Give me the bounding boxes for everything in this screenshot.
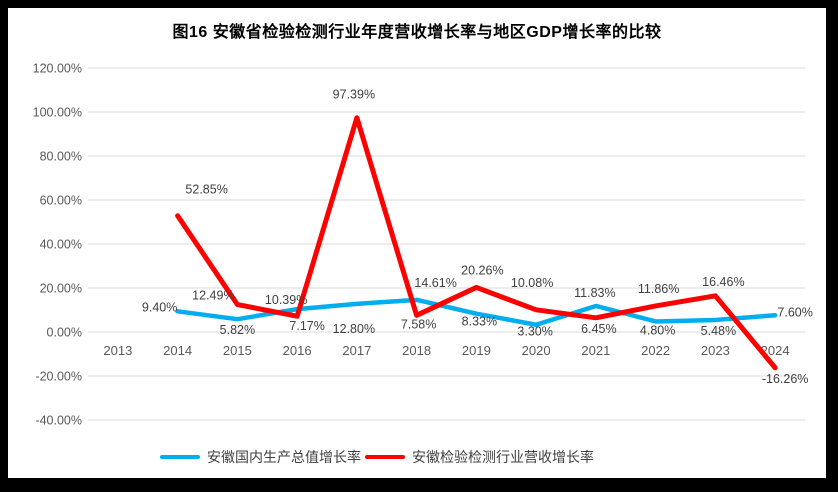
data-label: 10.08% [511,276,553,290]
x-axis-label: 2015 [223,343,252,358]
data-label: 12.49% [192,289,234,303]
y-axis-label: 0.00% [47,326,82,340]
x-axis-label: 2016 [283,343,312,358]
chart-frame: 图16 安徽省检验检测行业年度营收增长率与地区GDP增长率的比较 120.00%… [8,8,826,478]
data-label: 11.86% [638,282,679,296]
data-label: 11.83% [574,286,615,300]
data-label: 3.30% [517,325,552,339]
x-axis-label: 2019 [462,343,491,358]
x-axis-label: 2021 [581,343,610,358]
x-axis-label: 2018 [402,343,431,358]
data-label: 7.17% [289,319,324,333]
data-label: 52.85% [185,183,227,197]
data-label: 14.61% [414,276,456,290]
y-axis-label: 80.00% [40,150,82,164]
revenue-line-swatch-icon [365,455,405,459]
y-axis-label: 20.00% [40,282,82,296]
data-label: 4.80% [640,323,675,337]
data-label: 10.39% [265,293,307,307]
data-label: 7.58% [401,317,436,331]
line-chart-svg: 120.00% 100.00% 80.00% 60.00% 40.00% 20.00% 0.… [33,62,813,428]
x-axis-label: 2023 [701,343,730,358]
legend-label-revenue: 安徽检验检测行业营收增长率 [412,449,594,465]
x-axis-label: 2024 [761,343,790,358]
data-label: 16.46% [702,275,744,289]
gdp-line-swatch-icon [160,455,200,459]
data-label: 6.45% [581,322,616,336]
data-label: 5.48% [701,324,736,338]
data-label: 5.82% [220,323,255,337]
y-axis-label: 120.00% [33,62,82,76]
legend-item-revenue: 安徽检验检测行业营收增长率 [365,447,594,467]
x-axis-label: 2022 [641,343,670,358]
chart-title: 图16 安徽省检验检测行业年度营收增长率与地区GDP增长率的比较 [172,24,662,41]
y-axis-label: 40.00% [40,238,82,252]
x-axis-label: 2013 [103,343,132,358]
data-label: 7.60% [777,305,812,319]
data-label: 20.26% [461,263,503,277]
y-axis-label: 60.00% [40,194,82,208]
y-axis-label: -20.00% [35,370,82,384]
legend-item-gdp: 安徽国内生产总值增长率 [160,447,361,467]
data-label: 8.33% [462,315,497,329]
legend-label-gdp: 安徽国内生产总值增长率 [207,449,361,465]
x-axis-label: 2014 [163,343,192,358]
data-label: -16.26% [762,372,809,386]
y-axis-label: 100.00% [33,106,82,120]
legend: 安徽国内生产总值增长率 安徽检验检测行业营收增长率 [0,447,786,467]
y-axis-label: -40.00% [35,414,82,428]
data-label: 9.40% [142,300,177,314]
x-axis-label: 2017 [342,343,371,358]
data-label: 12.80% [333,322,375,336]
data-label: 97.39% [333,88,375,102]
revenue-series-line [175,115,778,371]
x-axis-label: 2020 [522,343,551,358]
